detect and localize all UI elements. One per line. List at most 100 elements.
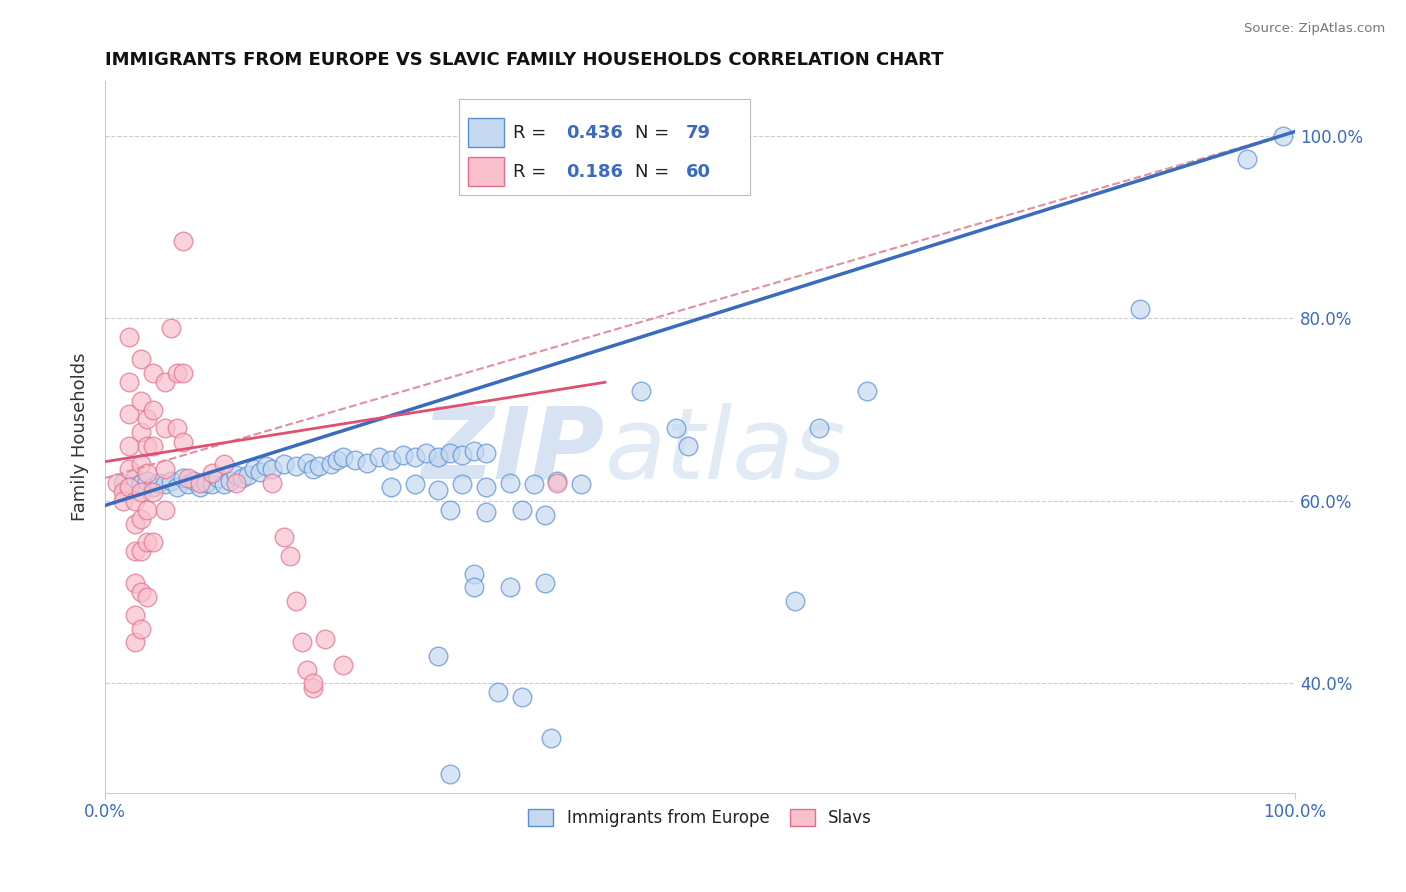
Point bbox=[404, 450, 426, 464]
Point bbox=[737, 881, 759, 892]
Text: ZIP: ZIP bbox=[422, 402, 605, 500]
Point bbox=[129, 458, 152, 472]
Point bbox=[314, 632, 336, 647]
Point bbox=[254, 459, 277, 474]
Point bbox=[142, 439, 165, 453]
Text: N =: N = bbox=[634, 124, 675, 142]
Point bbox=[463, 566, 485, 581]
Point bbox=[249, 465, 271, 479]
Point bbox=[332, 450, 354, 464]
Point bbox=[475, 446, 498, 460]
Text: 60: 60 bbox=[686, 162, 711, 181]
Point bbox=[166, 480, 188, 494]
Point bbox=[195, 475, 218, 490]
Point bbox=[153, 376, 176, 390]
Point bbox=[124, 516, 146, 531]
Point bbox=[159, 320, 181, 334]
Point bbox=[153, 421, 176, 435]
Point bbox=[124, 493, 146, 508]
Point bbox=[129, 393, 152, 408]
Point bbox=[129, 622, 152, 636]
Point bbox=[356, 456, 378, 470]
Point bbox=[225, 475, 247, 490]
Point bbox=[427, 450, 450, 464]
Point bbox=[630, 384, 652, 399]
Text: N =: N = bbox=[634, 162, 675, 181]
Point bbox=[112, 484, 135, 499]
Point bbox=[569, 477, 592, 491]
Text: IMMIGRANTS FROM EUROPE VS SLAVIC FAMILY HOUSEHOLDS CORRELATION CHART: IMMIGRANTS FROM EUROPE VS SLAVIC FAMILY … bbox=[105, 51, 943, 69]
Point bbox=[284, 459, 307, 474]
Point bbox=[1129, 302, 1152, 317]
Point bbox=[321, 458, 343, 472]
Point bbox=[124, 635, 146, 649]
Point bbox=[451, 477, 474, 491]
Point bbox=[129, 585, 152, 599]
Point bbox=[135, 534, 157, 549]
Point bbox=[124, 607, 146, 622]
Point bbox=[665, 421, 688, 435]
Point bbox=[118, 480, 141, 494]
Point bbox=[463, 581, 485, 595]
Point bbox=[344, 452, 367, 467]
Point bbox=[190, 480, 212, 494]
Point bbox=[118, 407, 141, 421]
Point bbox=[135, 439, 157, 453]
Point bbox=[463, 443, 485, 458]
Text: 0.436: 0.436 bbox=[565, 124, 623, 142]
Point bbox=[302, 462, 325, 476]
Point bbox=[546, 474, 568, 488]
Point bbox=[177, 471, 200, 485]
Point bbox=[380, 480, 402, 494]
Point bbox=[118, 376, 141, 390]
Point bbox=[129, 544, 152, 558]
Point bbox=[135, 411, 157, 425]
Point bbox=[159, 474, 181, 488]
Point bbox=[415, 446, 437, 460]
Point bbox=[129, 425, 152, 440]
Point bbox=[439, 446, 461, 460]
Point bbox=[201, 467, 224, 481]
Point bbox=[166, 421, 188, 435]
Point bbox=[142, 402, 165, 417]
Point bbox=[534, 575, 557, 590]
Text: atlas: atlas bbox=[605, 402, 846, 500]
Point bbox=[855, 384, 877, 399]
Point bbox=[129, 484, 152, 499]
Point bbox=[308, 459, 330, 474]
Point bbox=[183, 474, 205, 488]
Point bbox=[297, 456, 319, 470]
Point bbox=[153, 503, 176, 517]
Point bbox=[302, 681, 325, 695]
Point bbox=[391, 448, 413, 462]
Point bbox=[1272, 129, 1295, 144]
Point bbox=[118, 439, 141, 453]
Point bbox=[148, 475, 170, 490]
Point bbox=[367, 450, 389, 464]
Point bbox=[1236, 152, 1258, 166]
Point bbox=[510, 690, 533, 704]
Point bbox=[260, 475, 283, 490]
Text: R =: R = bbox=[513, 124, 553, 142]
Point bbox=[439, 503, 461, 517]
FancyBboxPatch shape bbox=[468, 158, 503, 186]
Point bbox=[332, 657, 354, 672]
Point bbox=[297, 663, 319, 677]
Point bbox=[129, 477, 152, 491]
Point bbox=[177, 477, 200, 491]
Point bbox=[124, 544, 146, 558]
Point bbox=[475, 505, 498, 519]
Point bbox=[118, 462, 141, 476]
Point bbox=[302, 676, 325, 690]
Point bbox=[129, 352, 152, 367]
Point bbox=[166, 366, 188, 380]
Point bbox=[427, 483, 450, 497]
Point bbox=[124, 471, 146, 485]
Point bbox=[135, 590, 157, 604]
Point bbox=[112, 475, 135, 490]
Text: Source: ZipAtlas.com: Source: ZipAtlas.com bbox=[1244, 22, 1385, 36]
Point bbox=[451, 448, 474, 462]
Point bbox=[326, 452, 349, 467]
Point bbox=[486, 685, 509, 699]
Point bbox=[427, 648, 450, 663]
